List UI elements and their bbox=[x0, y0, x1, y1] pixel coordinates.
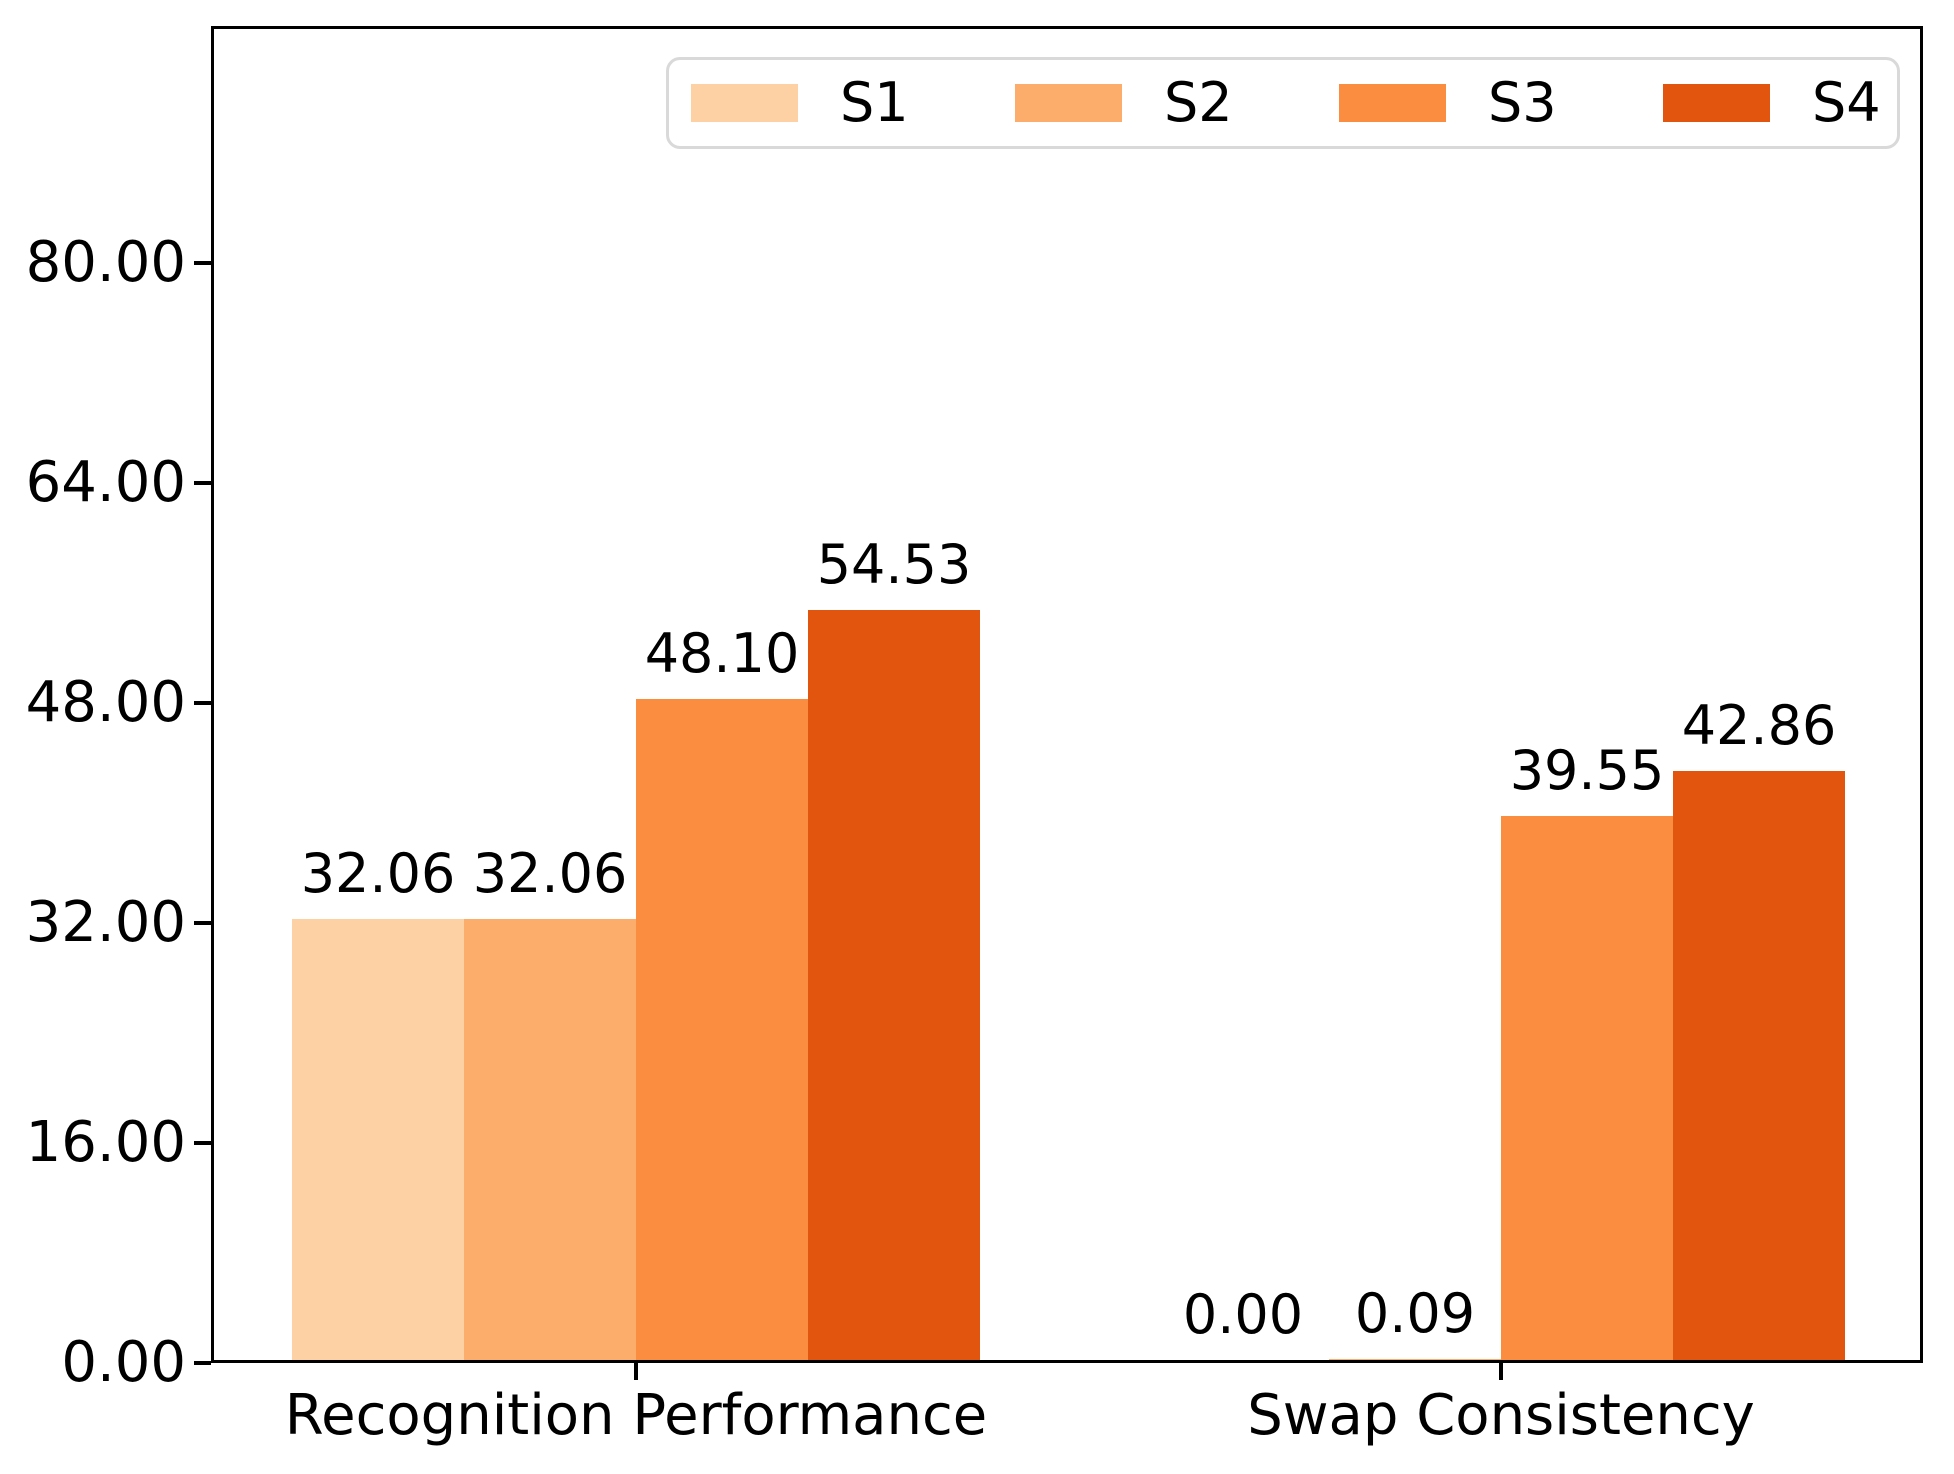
y-tick-label: 80.00 bbox=[25, 230, 186, 295]
bar-s2-group1 bbox=[464, 919, 636, 1360]
x-tick-mark bbox=[634, 1363, 638, 1380]
bar-value-label: 0.09 bbox=[1354, 1282, 1476, 1345]
legend-label-s4: S4 bbox=[1812, 71, 1881, 134]
y-tick-label: 16.00 bbox=[25, 1110, 186, 1175]
legend-swatch-s1 bbox=[691, 84, 798, 122]
legend-entry-s4: S4 bbox=[1663, 76, 1881, 130]
y-tick-mark bbox=[194, 481, 211, 485]
bar-value-label: 0.00 bbox=[1182, 1283, 1304, 1346]
legend-label-s2: S2 bbox=[1164, 71, 1233, 134]
bar-s1-group1 bbox=[292, 919, 464, 1360]
bar-value-label: 32.06 bbox=[300, 842, 456, 905]
legend-swatch-s4 bbox=[1663, 84, 1770, 122]
legend-label-s3: S3 bbox=[1488, 71, 1557, 134]
plot-area: 32.06 32.06 48.10 54.53 0.00 0.09 39.55 42.86 bbox=[211, 26, 1923, 1363]
legend-label-s1: S1 bbox=[840, 71, 909, 134]
x-category-label: Recognition Performance bbox=[284, 1383, 988, 1448]
y-tick-label: 32.00 bbox=[25, 890, 186, 955]
y-tick-mark bbox=[194, 1141, 211, 1145]
y-tick-mark bbox=[194, 701, 211, 705]
legend-swatch-s3 bbox=[1339, 84, 1446, 122]
y-tick-label: 0.00 bbox=[61, 1330, 186, 1395]
bar-value-label: 42.86 bbox=[1681, 694, 1837, 757]
x-tick-mark bbox=[1499, 1363, 1503, 1380]
bar-value-label: 39.55 bbox=[1509, 739, 1665, 802]
bar-s4-group1 bbox=[808, 610, 980, 1360]
y-tick-mark bbox=[194, 1361, 211, 1365]
y-tick-label: 48.00 bbox=[25, 670, 186, 735]
bar-s2-group2 bbox=[1329, 1359, 1501, 1360]
legend-entry-s2: S2 bbox=[1015, 76, 1339, 130]
y-tick-mark bbox=[194, 921, 211, 925]
x-category-label: Swap Consistency bbox=[1247, 1383, 1755, 1448]
bar-value-label: 32.06 bbox=[472, 842, 628, 905]
legend-entry-s3: S3 bbox=[1339, 76, 1663, 130]
legend: S1 S2 S3 S4 bbox=[666, 57, 1900, 149]
bar-value-label: 48.10 bbox=[644, 622, 800, 685]
bar-value-label: 54.53 bbox=[816, 533, 972, 596]
y-tick-mark bbox=[194, 261, 211, 265]
y-tick-label: 64.00 bbox=[25, 450, 186, 515]
bar-s3-group2 bbox=[1501, 816, 1673, 1360]
bar-s3-group1 bbox=[636, 699, 808, 1360]
bar-s4-group2 bbox=[1673, 771, 1845, 1360]
legend-entry-s1: S1 bbox=[691, 76, 1015, 130]
legend-swatch-s2 bbox=[1015, 84, 1122, 122]
